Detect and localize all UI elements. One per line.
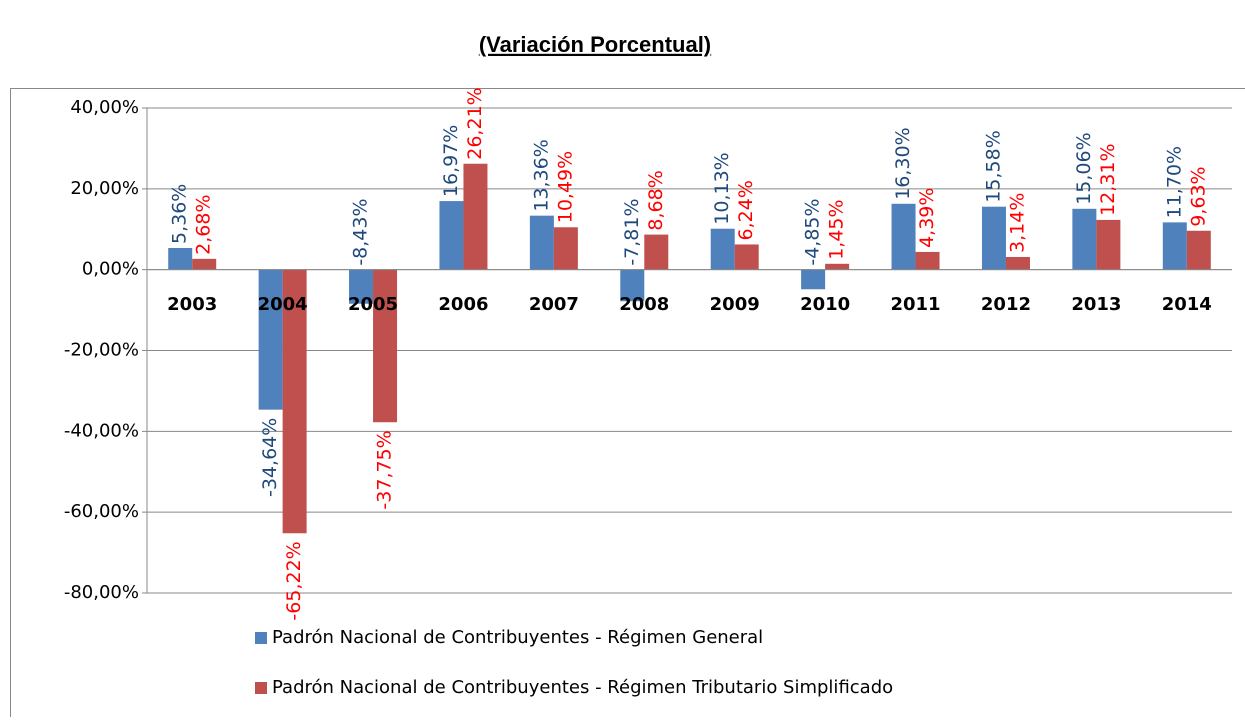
data-label: 9,63% (1187, 166, 1209, 226)
data-label: 1,45% (826, 199, 848, 259)
x-tick-label: 2006 (438, 294, 488, 315)
x-tick-label: 2013 (1071, 294, 1121, 315)
data-label: 13,36% (530, 139, 552, 211)
y-tick-label: 20,00% (70, 178, 139, 199)
bar (463, 164, 487, 270)
data-label: 12,31% (1097, 143, 1119, 215)
data-label: -37,75% (374, 430, 396, 509)
data-label: 10,49% (554, 151, 576, 223)
x-tick-label: 2008 (619, 294, 669, 315)
bar (1006, 257, 1030, 270)
legend-label: Padrón Nacional de Contribuyentes - Régi… (272, 677, 893, 698)
legend-swatch (255, 632, 267, 644)
bar (1163, 222, 1187, 269)
data-label: 2,68% (193, 194, 215, 254)
bar (982, 207, 1006, 270)
data-label: 10,13% (711, 152, 733, 224)
x-tick-label: 2014 (1162, 294, 1212, 315)
data-label: 15,06% (1073, 132, 1095, 204)
data-label: 15,58% (982, 130, 1004, 202)
bar (644, 235, 668, 270)
bar (892, 204, 916, 270)
x-tick-label: 2012 (981, 294, 1031, 315)
chart-title: (Variación Porcentual) (479, 32, 711, 57)
x-tick-label: 2010 (800, 294, 850, 315)
data-label: -4,85% (802, 198, 824, 265)
x-tick-label: 2009 (710, 294, 760, 315)
data-label: 4,39% (916, 188, 938, 248)
data-label: -34,64% (259, 418, 281, 497)
data-label: 3,14% (1006, 193, 1028, 253)
data-label: -8,43% (350, 198, 372, 265)
y-tick-label: -80,00% (64, 582, 139, 603)
y-tick-label: -20,00% (64, 340, 139, 361)
x-tick-label: 2003 (167, 294, 217, 315)
y-tick-label: 40,00% (70, 97, 139, 118)
bar (439, 201, 463, 270)
bar (1187, 231, 1211, 270)
data-label: -7,81% (621, 198, 643, 265)
bar (192, 259, 216, 270)
bar (1096, 220, 1120, 270)
bar (1072, 209, 1096, 270)
legend-label: Padrón Nacional de Contribuyentes - Régi… (272, 627, 763, 648)
data-label: 16,30% (892, 127, 914, 199)
bar (801, 270, 825, 290)
bar (530, 216, 554, 270)
x-tick-label: 2005 (348, 294, 398, 315)
legend-swatch (255, 682, 267, 694)
data-label: 5,36% (169, 184, 191, 244)
x-tick-label: 2004 (258, 294, 308, 315)
chart-frame (11, 89, 1245, 718)
bar (554, 227, 578, 269)
data-label: -65,22% (283, 541, 305, 620)
x-tick-label: 2007 (529, 294, 579, 315)
bar (259, 270, 283, 410)
data-label: 8,68% (645, 170, 667, 230)
bar (168, 248, 192, 270)
data-label: 6,24% (735, 180, 757, 240)
data-label: 11,70% (1163, 146, 1185, 218)
x-tick-label: 2011 (890, 294, 940, 315)
y-tick-label: -40,00% (64, 420, 139, 441)
bar (373, 270, 397, 423)
bar (916, 252, 940, 270)
y-tick-label: -60,00% (64, 501, 139, 522)
bar (735, 244, 759, 269)
bar (711, 229, 735, 270)
data-label: 26,21% (464, 87, 486, 159)
data-label: 16,97% (440, 125, 462, 197)
y-tick-label: 0,00% (82, 259, 139, 280)
bar (825, 264, 849, 270)
